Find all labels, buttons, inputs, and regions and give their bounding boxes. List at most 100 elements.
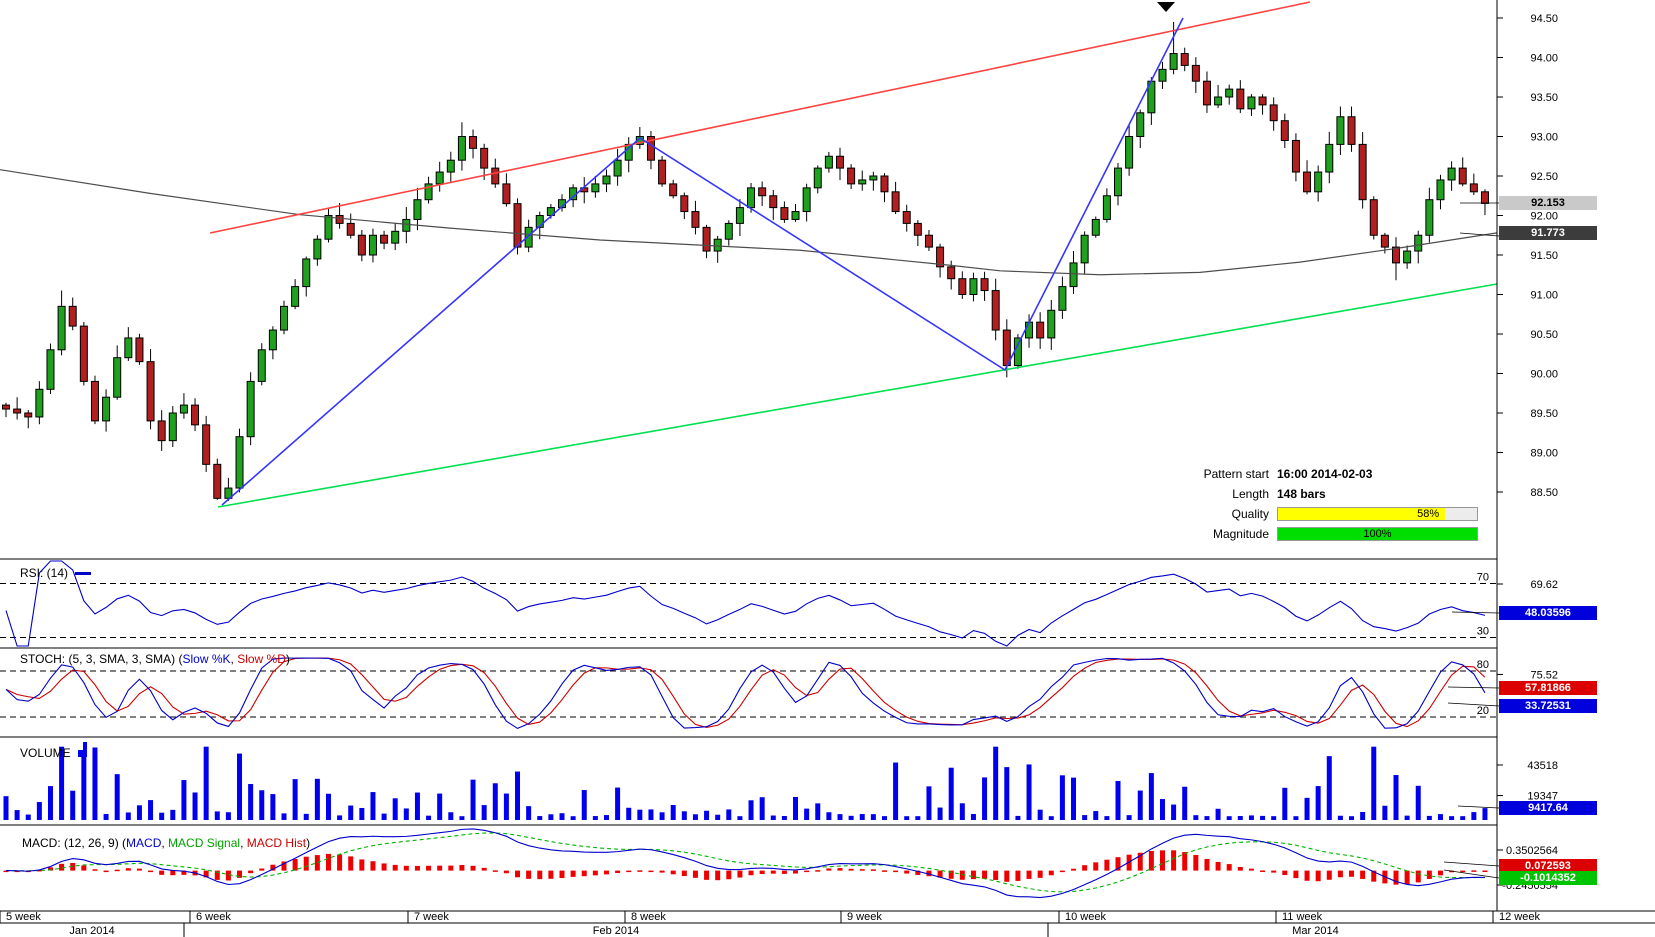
candle bbox=[168, 412, 177, 442]
macd-hist-bar bbox=[359, 859, 365, 871]
macd-hist-bar bbox=[170, 870, 176, 876]
candle bbox=[847, 167, 856, 185]
macd-hist-bar bbox=[770, 870, 776, 874]
macd-hist-bar bbox=[859, 869, 865, 871]
volume-bar bbox=[1382, 805, 1388, 820]
pattern-info-box: Pattern start 16:00 2014-02-03 Length 14… bbox=[1099, 464, 1483, 544]
volume-bar bbox=[203, 746, 209, 820]
candle bbox=[257, 349, 266, 382]
volume-panel[interactable] bbox=[3, 746, 1488, 820]
macd-signal-value-box: -0.1014352 bbox=[1499, 871, 1597, 885]
volume-bars-swatch-icon bbox=[77, 742, 88, 760]
candle bbox=[413, 199, 422, 220]
candle bbox=[1314, 171, 1323, 193]
volume-bar bbox=[926, 786, 932, 820]
macd-hist-bar bbox=[1271, 870, 1277, 873]
volume-bar bbox=[681, 811, 687, 820]
volume-bar bbox=[426, 815, 432, 820]
macd-hist-bar bbox=[559, 870, 565, 879]
apex-marker-icon bbox=[1157, 2, 1175, 12]
candle bbox=[1280, 120, 1289, 141]
volume-bar bbox=[1204, 816, 1210, 820]
price-axis-label: 92.00 bbox=[1530, 211, 1558, 223]
candle bbox=[446, 159, 455, 173]
price-axis-label: 91.50 bbox=[1530, 250, 1558, 262]
candle bbox=[480, 147, 489, 169]
candle bbox=[90, 380, 99, 422]
volume-bar bbox=[103, 813, 109, 820]
candle bbox=[1336, 116, 1345, 145]
candle bbox=[380, 234, 389, 244]
pattern-length-label: Length bbox=[1232, 487, 1269, 501]
candle bbox=[1047, 309, 1056, 339]
candle bbox=[669, 183, 678, 197]
candle bbox=[357, 234, 366, 256]
candle bbox=[535, 215, 544, 228]
week-label: 10 week bbox=[1065, 911, 1106, 923]
price-axis-label: 88.50 bbox=[1530, 487, 1558, 499]
macd-hist-bar bbox=[659, 870, 665, 873]
macd-hist-bar bbox=[92, 869, 98, 871]
macd-hist-bar bbox=[592, 870, 598, 876]
macd-hist-bar bbox=[1293, 870, 1299, 879]
candle bbox=[780, 207, 789, 220]
macd-hist-bar bbox=[692, 870, 698, 878]
candle bbox=[202, 424, 211, 465]
macd-hist-bar bbox=[1460, 870, 1466, 873]
stoch-panel[interactable]: 80 20 bbox=[0, 657, 1497, 730]
stoch-d-label: Slow %D bbox=[237, 652, 286, 666]
stoch-k-label: Slow %K bbox=[182, 652, 231, 666]
volume-bar bbox=[1137, 790, 1143, 820]
macd-hist-bar bbox=[392, 864, 398, 871]
volume-bar bbox=[1171, 804, 1177, 820]
macd-hist-bar bbox=[337, 854, 343, 871]
volume-bar bbox=[648, 809, 654, 820]
macd-hist-bar bbox=[1437, 870, 1443, 876]
candle bbox=[235, 436, 244, 489]
rsi-panel[interactable]: 70 30 bbox=[0, 560, 1497, 647]
volume-bar bbox=[414, 792, 420, 820]
macd-hist-bar bbox=[270, 864, 276, 871]
candle bbox=[79, 325, 88, 382]
candle bbox=[1325, 143, 1334, 173]
volume-bar bbox=[1126, 815, 1132, 820]
candle bbox=[691, 211, 700, 228]
macd-hist-bar bbox=[1482, 870, 1488, 872]
volume-bar bbox=[637, 809, 643, 820]
candle bbox=[246, 380, 255, 438]
price-axis-label: 94.50 bbox=[1530, 13, 1558, 25]
main-price-panel[interactable] bbox=[0, 1, 1498, 508]
candle bbox=[980, 278, 989, 292]
price-axis-label: 93.50 bbox=[1530, 92, 1558, 104]
macd-hist-bar bbox=[1171, 850, 1177, 871]
macd-hist-bar bbox=[1071, 868, 1077, 871]
macd-hist-bar bbox=[670, 870, 676, 875]
volume-bar bbox=[870, 814, 876, 820]
week-label: 5 week bbox=[6, 911, 41, 923]
stoch-d-value-box: 57.81866 bbox=[1499, 681, 1597, 695]
week-label: 11 week bbox=[1282, 911, 1323, 923]
candle bbox=[1058, 286, 1067, 311]
volume-bar bbox=[403, 808, 409, 820]
price-axis-label: 89.50 bbox=[1530, 408, 1558, 420]
price-axis-label: 94.00 bbox=[1530, 53, 1558, 65]
macd-hist-bar bbox=[715, 870, 721, 881]
macd-hist-bar bbox=[47, 867, 53, 871]
macd-hist-bar bbox=[937, 870, 943, 878]
volume-bar bbox=[337, 815, 343, 820]
macd-hist-bar bbox=[1048, 870, 1054, 876]
macd-hist-bar bbox=[1093, 862, 1099, 871]
macd-hist-bar bbox=[548, 870, 554, 879]
volume-bar bbox=[659, 812, 665, 820]
volume-bar bbox=[1215, 808, 1221, 820]
macd-hist-bar bbox=[1226, 864, 1232, 871]
stoch-legend-sep: , bbox=[230, 652, 238, 666]
macd-hist-bar bbox=[1282, 870, 1288, 876]
macd-hist-bar bbox=[248, 870, 254, 874]
macd-panel[interactable] bbox=[3, 828, 1488, 899]
macd-hist-bar bbox=[781, 870, 787, 874]
rsi-legend-text: RSI: (14) bbox=[20, 566, 69, 580]
